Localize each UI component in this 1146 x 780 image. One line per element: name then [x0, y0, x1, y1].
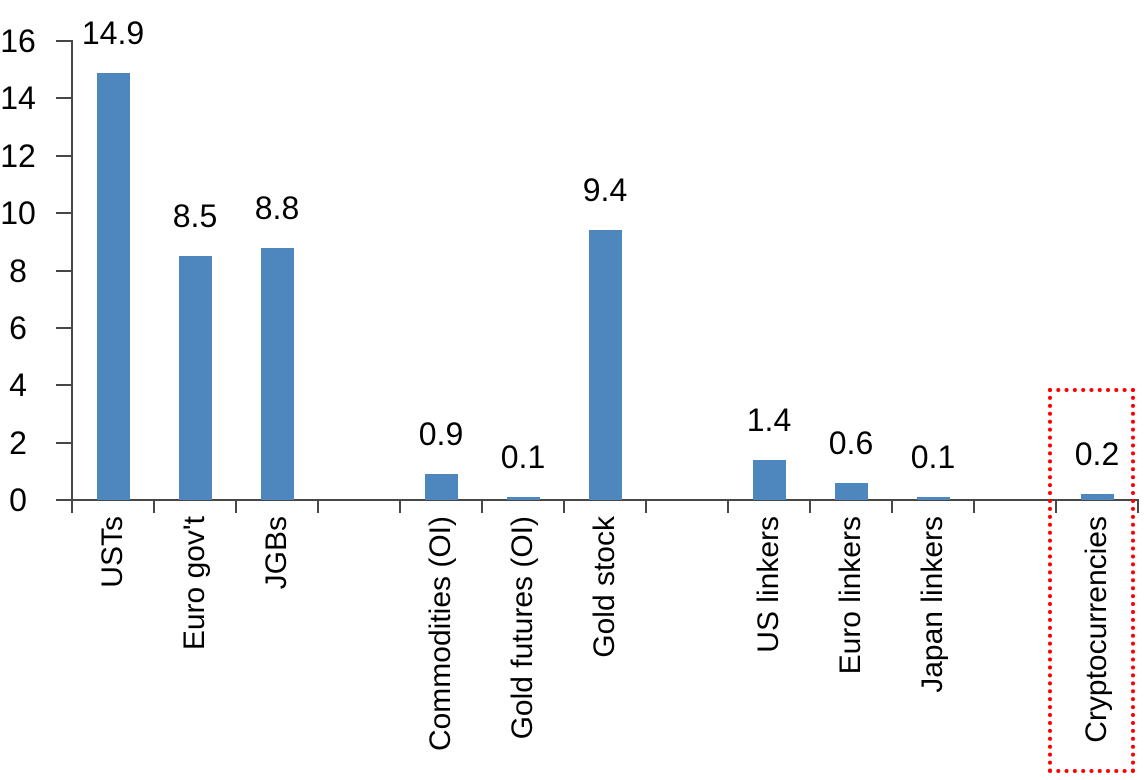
x-axis-tick: [317, 500, 319, 513]
x-axis-line: [71, 499, 1139, 501]
x-axis-tick: [1137, 500, 1139, 513]
y-axis-tick: [56, 269, 72, 272]
bar-value-label: 9.4: [582, 172, 628, 208]
y-tick-label: 2: [9, 424, 27, 461]
x-axis-tick: [727, 500, 729, 513]
category-label: Euro gov't: [178, 516, 211, 651]
y-axis-tick: [56, 326, 72, 329]
bar-value-label: 0.9: [418, 416, 464, 452]
category-label: Gold stock: [588, 516, 621, 658]
y-tick-label: 12: [0, 137, 36, 174]
bar-value-label: 1.4: [746, 402, 792, 438]
y-tick-label: 14: [0, 80, 36, 117]
bar-value-label: 14.9: [81, 15, 145, 51]
y-tick-label: 6: [9, 309, 27, 346]
bar-value-label: 0.1: [910, 439, 956, 475]
category-label: JGBs: [260, 516, 293, 590]
category-label: Euro linkers: [834, 516, 867, 675]
y-tick-label: 4: [9, 367, 27, 404]
bar-value-label: 8.5: [172, 198, 218, 234]
y-axis-tick: [56, 40, 72, 42]
y-axis-tick: [56, 212, 72, 215]
y-axis-line: [71, 40, 73, 501]
x-axis-tick: [973, 500, 975, 513]
category-label: Japan linkers: [916, 516, 949, 693]
bar: [752, 460, 786, 500]
y-axis-tick: [56, 97, 72, 100]
bar-value-label: 8.8: [254, 190, 300, 226]
y-tick-label: 10: [0, 195, 36, 232]
bar: [260, 248, 294, 500]
bar: [506, 497, 540, 500]
x-axis-tick: [563, 500, 565, 513]
category-label: US linkers: [752, 516, 785, 653]
category-label: USTs: [96, 516, 129, 588]
y-axis-tick: [56, 154, 72, 157]
x-axis-tick: [71, 500, 73, 513]
x-axis-tick: [891, 500, 893, 513]
highlight-box: [1048, 388, 1135, 773]
x-axis-tick: [399, 500, 401, 513]
bar: [588, 230, 622, 500]
bar: [96, 73, 130, 500]
category-label: Gold futures (OI): [506, 516, 539, 740]
bar-value-label: 0.2: [1074, 436, 1120, 472]
y-axis-tick: [56, 499, 72, 501]
x-axis-tick: [645, 500, 647, 513]
bar: [916, 497, 950, 500]
x-axis-tick: [153, 500, 155, 513]
y-tick-label: 0: [9, 482, 27, 518]
y-axis-tick: [56, 384, 72, 387]
bar-value-label: 0.6: [828, 425, 874, 461]
x-axis-tick: [1055, 500, 1057, 513]
category-label: Commodities (OI): [424, 516, 457, 752]
bar: [1080, 494, 1114, 500]
bar: [424, 474, 458, 500]
x-axis-tick: [809, 500, 811, 513]
x-axis-tick: [235, 500, 237, 513]
bar-value-label: 0.1: [500, 439, 546, 475]
bar: [178, 256, 212, 500]
x-axis-tick: [481, 500, 483, 513]
y-tick-label: 8: [9, 252, 27, 289]
y-tick-label: 16: [0, 23, 36, 59]
bar: [834, 483, 868, 500]
y-axis-tick: [56, 441, 72, 444]
